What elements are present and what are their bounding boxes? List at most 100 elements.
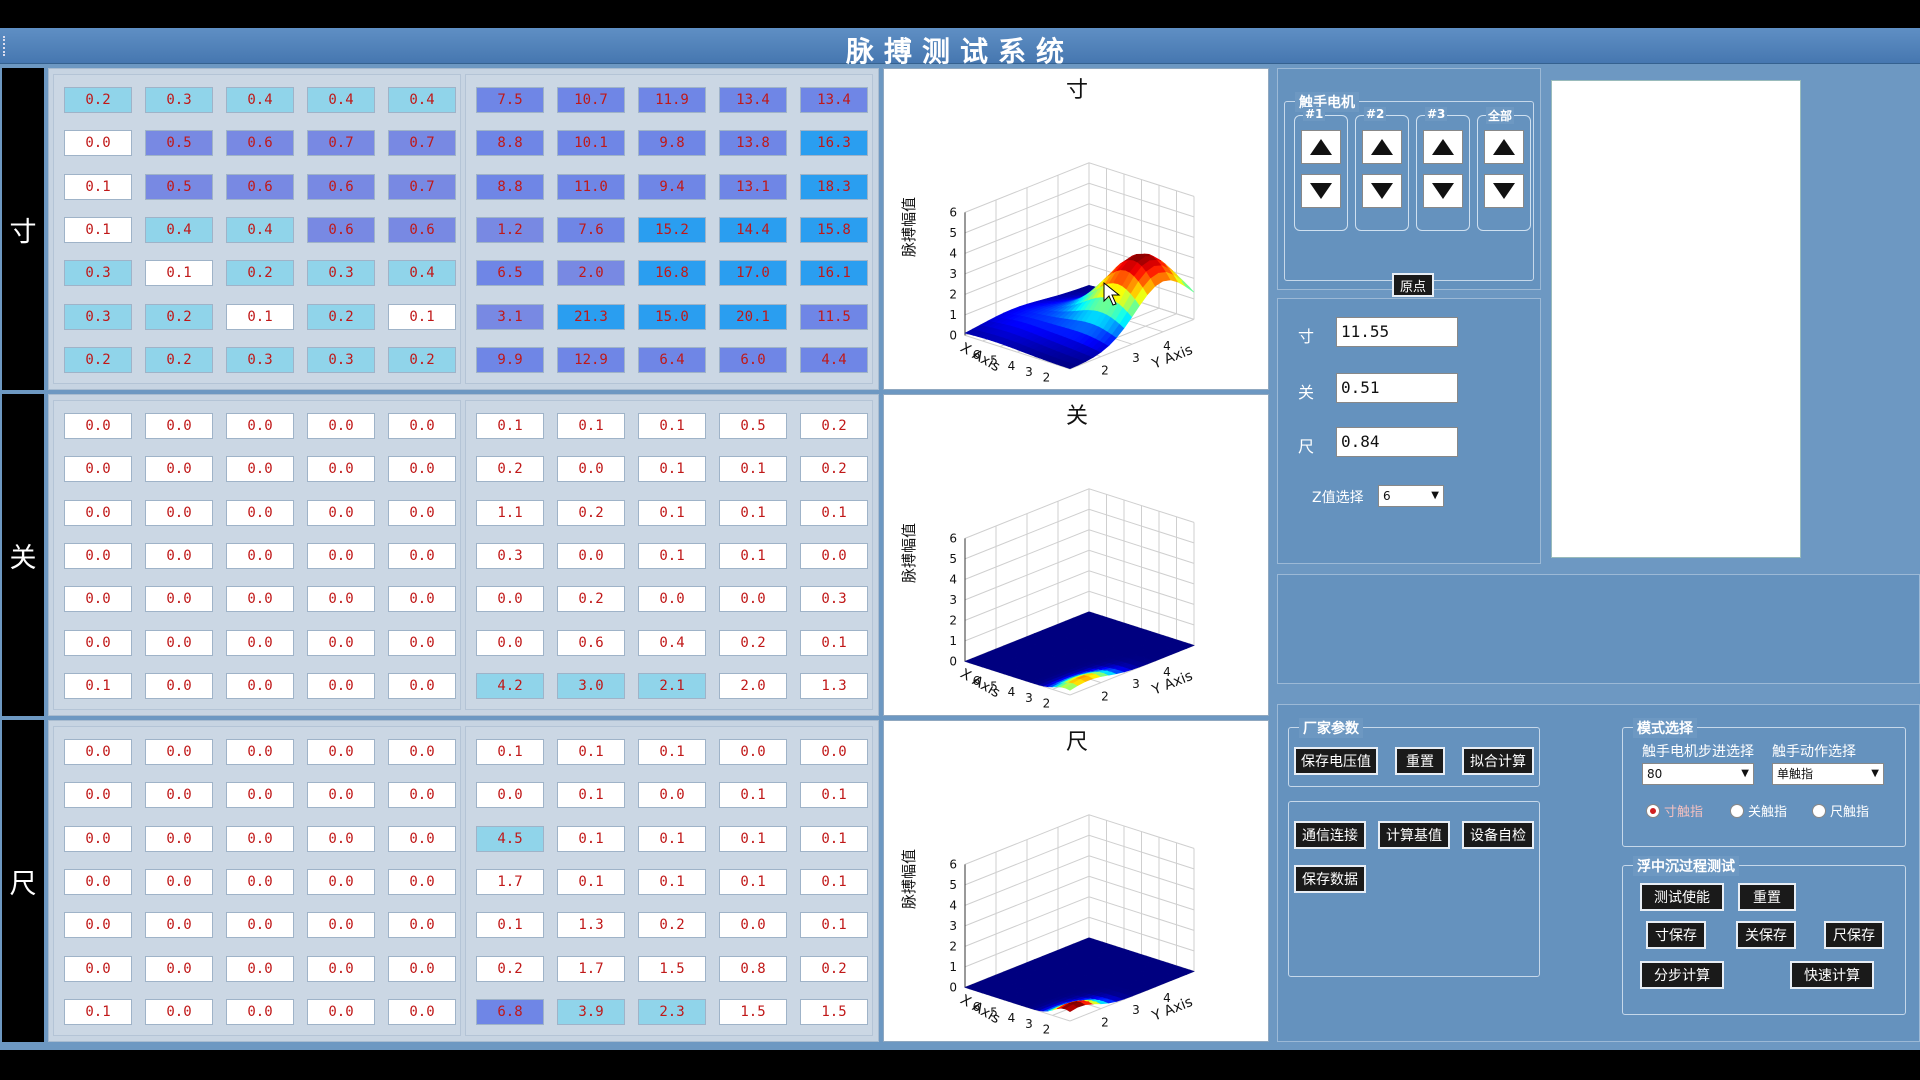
grid-cell: 0.1 — [719, 782, 787, 809]
z-tick-label: 3 — [949, 593, 957, 607]
bottom-bar — [0, 1050, 1920, 1080]
motor-up-button[interactable] — [1301, 130, 1341, 164]
triangle-up-icon — [1371, 139, 1393, 155]
y-axis-label: Y Axis — [1149, 668, 1195, 699]
grid-cell: 0.0 — [145, 629, 213, 656]
grid-cell: 0.0 — [226, 542, 294, 569]
y-axis-label: Y Axis — [1149, 994, 1195, 1025]
quick-calc-button[interactable]: 快速计算 — [1790, 961, 1874, 989]
motor-column: #1 — [1294, 107, 1348, 231]
test-enable-button[interactable]: 测试使能 — [1640, 883, 1724, 911]
grid-section-cun: 0.2 0.3 0.4 0.4 0.4 0.0 0.5 0.6 0.7 0.7 0.1 0.5 0.6 0… — [48, 68, 879, 390]
chi-value-field[interactable]: 0.84 — [1336, 427, 1458, 457]
grid-cell: 13.1 — [719, 173, 787, 200]
grid-half-right: 0.1 0.1 0.1 0.0 0.0 0.0 0.1 0.0 0.1 0.1 4.5 0.1 0.1 0… — [465, 726, 873, 1036]
factory-reset-button[interactable]: 重置 — [1395, 747, 1445, 775]
motor-column-label: #3 — [1425, 107, 1448, 121]
grid-cell: 0.0 — [226, 586, 294, 613]
x-tick-label: 2 — [1043, 1022, 1051, 1036]
mouse-cursor-icon — [1103, 281, 1121, 306]
app-window: 脉搏测试系统 寸 关 尺 0.2 0.3 0.4 0.4 0.4 0.0 0.5 0.6 0.7… — [0, 28, 1920, 1050]
z-tick-label: 3 — [949, 267, 957, 281]
guan-label: 关 — [1298, 383, 1315, 402]
self-check-button[interactable]: 设备自检 — [1462, 821, 1534, 849]
radio-cun[interactable]: 寸触指 — [1646, 801, 1703, 820]
motor-up-button[interactable] — [1423, 130, 1463, 164]
process-reset-button[interactable]: 重置 — [1738, 883, 1796, 911]
grid-cell: 1.5 — [800, 998, 868, 1025]
x-tick-label: 6 — [973, 674, 981, 688]
x-tick-label: 2 — [1043, 370, 1051, 384]
guan-value-field[interactable]: 0.51 — [1336, 373, 1458, 403]
z-tick-label: 2 — [949, 613, 957, 627]
grid-cell: 13.8 — [719, 130, 787, 157]
grid-cell: 13.4 — [719, 87, 787, 113]
radio-chi[interactable]: 尺触指 — [1812, 801, 1869, 820]
grid-cell: 15.2 — [638, 216, 706, 243]
grid-cell: 0.0 — [226, 629, 294, 656]
motor-down-button[interactable] — [1423, 174, 1463, 208]
grid-cell: 0.3 — [476, 542, 544, 569]
grid-cell: 0.1 — [476, 413, 544, 439]
grid-cell: 0.0 — [145, 672, 213, 699]
y-tick-label: 2 — [1101, 690, 1109, 704]
grid-cell: 6.5 — [476, 260, 544, 287]
save-voltage-button[interactable]: 保存电压值 — [1294, 747, 1378, 775]
control-panel: 厂家参数 保存电压值 重置 拟合计算 通信连接 计算基值 设备自检 保存数据 模… — [1277, 704, 1920, 1042]
grid-cell: 21.3 — [557, 303, 625, 330]
motor-down-button[interactable] — [1484, 174, 1524, 208]
guan-save-button[interactable]: 关保存 — [1736, 921, 1796, 949]
origin-button[interactable]: 原点 — [1392, 273, 1434, 297]
grid-cell: 0.0 — [307, 586, 375, 613]
z-tick-label: 0 — [949, 328, 957, 342]
step-select[interactable]: 80 ▼ — [1642, 763, 1754, 785]
grid-cell: 0.0 — [557, 456, 625, 483]
save-data-button[interactable]: 保存数据 — [1294, 865, 1366, 893]
grid-cell: 15.0 — [638, 303, 706, 330]
motor-up-button[interactable] — [1484, 130, 1524, 164]
grid-cell: 0.0 — [476, 782, 544, 809]
step-calc-button[interactable]: 分步计算 — [1640, 961, 1724, 989]
grid-cell: 0.0 — [307, 825, 375, 852]
motor-down-button[interactable] — [1362, 174, 1402, 208]
device-group — [1288, 801, 1540, 977]
grid-cell: 0.3 — [145, 87, 213, 113]
motor-up-button[interactable] — [1362, 130, 1402, 164]
grid-cell: 0.6 — [557, 629, 625, 656]
cun-save-button[interactable]: 寸保存 — [1646, 921, 1706, 949]
cun-value-field[interactable]: 11.55 — [1336, 317, 1458, 347]
x-tick-label: 3 — [1025, 1017, 1033, 1031]
grid-half-left: 0.0 0.0 0.0 0.0 0.0 0.0 0.0 0.0 0.0 0.0 0.0 0.0 0.0 0… — [53, 726, 461, 1036]
fit-calc-button[interactable]: 拟合计算 — [1462, 747, 1534, 775]
motor-down-button[interactable] — [1301, 174, 1341, 208]
comm-connect-button[interactable]: 通信连接 — [1294, 821, 1366, 849]
grid-cell: 0.0 — [226, 825, 294, 852]
radio-dot-icon — [1812, 803, 1826, 818]
z-select[interactable]: 6 ▼ — [1378, 485, 1444, 507]
grid-cell: 0.1 — [476, 739, 544, 765]
grid-cell: 0.5 — [719, 413, 787, 439]
grid-cell: 0.2 — [800, 413, 868, 439]
grid-cell: 0.0 — [800, 542, 868, 569]
radio-guan[interactable]: 关触指 — [1730, 801, 1787, 820]
grid-cell: 0.0 — [719, 586, 787, 613]
chi-save-button[interactable]: 尺保存 — [1824, 921, 1884, 949]
grid-cell: 18.3 — [800, 173, 868, 200]
z-tick-label: 5 — [949, 878, 957, 892]
grid-cell: 0.2 — [145, 303, 213, 330]
chevron-down-icon: ▼ — [1431, 490, 1439, 501]
calc-base-button[interactable]: 计算基值 — [1378, 821, 1450, 849]
grid-cell: 0.5 — [145, 130, 213, 157]
grid-cell: 1.3 — [557, 912, 625, 939]
y-tick-label: 3 — [1132, 677, 1140, 691]
display-area — [1551, 80, 1801, 558]
grid-cell: 0.1 — [800, 825, 868, 852]
cun-label: 寸 — [1298, 327, 1315, 346]
z-tick-label: 6 — [949, 205, 957, 219]
action-select[interactable]: 单触指 ▼ — [1772, 763, 1884, 785]
mode-legend: 模式选择 — [1633, 718, 1697, 738]
grid-cell: 0.7 — [388, 173, 456, 200]
grid-cell: 0.0 — [145, 782, 213, 809]
grid-cell: 15.8 — [800, 216, 868, 243]
z-tick-label: 4 — [949, 572, 957, 586]
